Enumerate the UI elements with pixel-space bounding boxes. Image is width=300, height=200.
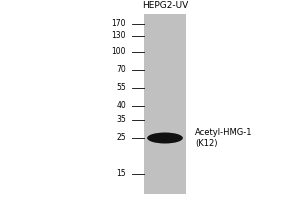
Text: 55: 55 bbox=[116, 83, 126, 92]
Text: 70: 70 bbox=[116, 66, 126, 74]
Text: 170: 170 bbox=[112, 20, 126, 28]
Text: HEPG2-UV: HEPG2-UV bbox=[142, 1, 188, 10]
Bar bbox=[144, 14, 186, 194]
Text: 130: 130 bbox=[112, 31, 126, 40]
Text: 40: 40 bbox=[116, 102, 126, 110]
Text: 35: 35 bbox=[116, 116, 126, 124]
Text: Acetyl-HMG-1
(K12): Acetyl-HMG-1 (K12) bbox=[195, 128, 253, 148]
Text: 15: 15 bbox=[116, 170, 126, 178]
Text: 25: 25 bbox=[116, 134, 126, 142]
Ellipse shape bbox=[147, 132, 183, 144]
Text: 100: 100 bbox=[112, 47, 126, 56]
